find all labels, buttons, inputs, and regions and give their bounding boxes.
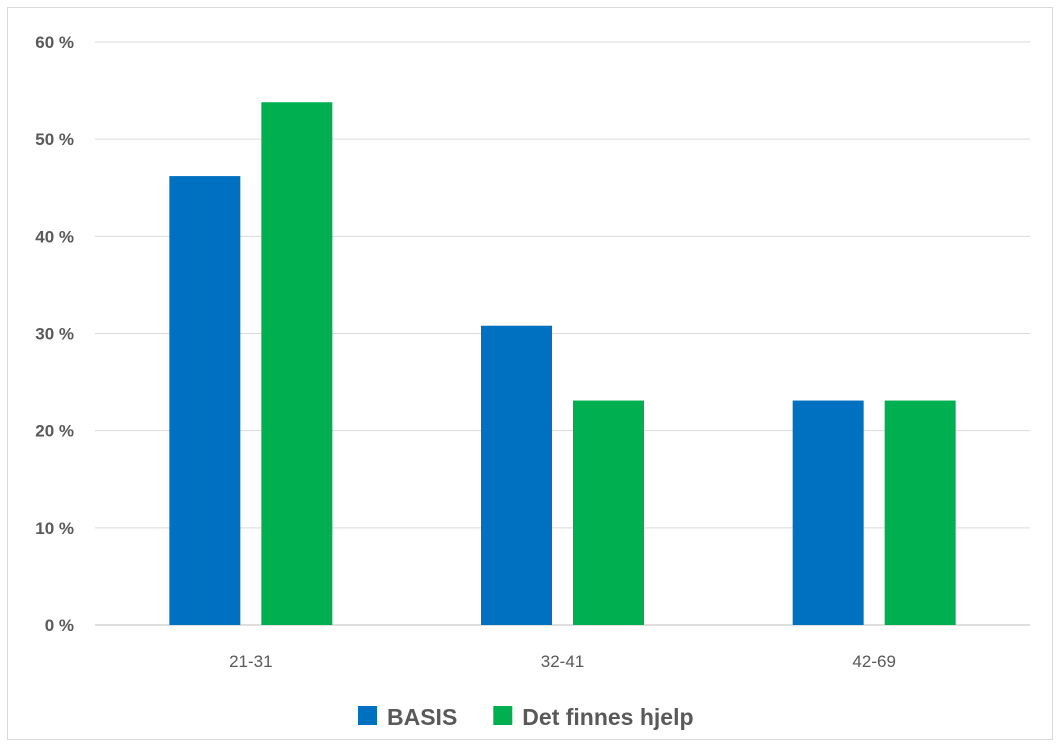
y-tick-label: 20 %: [35, 422, 74, 441]
x-tick-label: 32-41: [541, 652, 584, 671]
bar-det-finnes-hjelp-21-31: [261, 102, 333, 625]
y-tick-label: 40 %: [35, 227, 74, 246]
legend: BASIS Det finnes hjelp: [358, 704, 694, 730]
bar-det-finnes-hjelp-32-41: [573, 400, 644, 625]
legend-label: Det finnes hjelp: [522, 704, 693, 730]
bar-basis-21-31: [169, 176, 241, 625]
bar-basis-32-41: [481, 325, 552, 625]
x-tick-label: 42-69: [852, 652, 895, 671]
y-tick-label: 50 %: [35, 130, 74, 149]
x-axis-tick-labels: 21-31 32-41 42-69: [229, 652, 896, 671]
bar-det-finnes-hjelp-42-69: [884, 400, 956, 625]
y-tick-label: 10 %: [35, 519, 74, 538]
y-tick-label: 30 %: [35, 325, 74, 344]
y-tick-label: 0 %: [45, 616, 74, 635]
x-tick-label: 21-31: [229, 652, 272, 671]
legend-label: BASIS: [387, 704, 457, 730]
y-tick-label: 60 %: [35, 33, 74, 52]
gridlines: [95, 41, 1030, 626]
y-axis-tick-labels: 0 % 10 % 20 % 30 % 40 % 50 % 60 %: [35, 33, 74, 635]
legend-swatch: [493, 706, 513, 725]
bars: [169, 102, 956, 625]
bar-basis-42-69: [792, 400, 864, 625]
legend-swatch: [358, 706, 377, 725]
